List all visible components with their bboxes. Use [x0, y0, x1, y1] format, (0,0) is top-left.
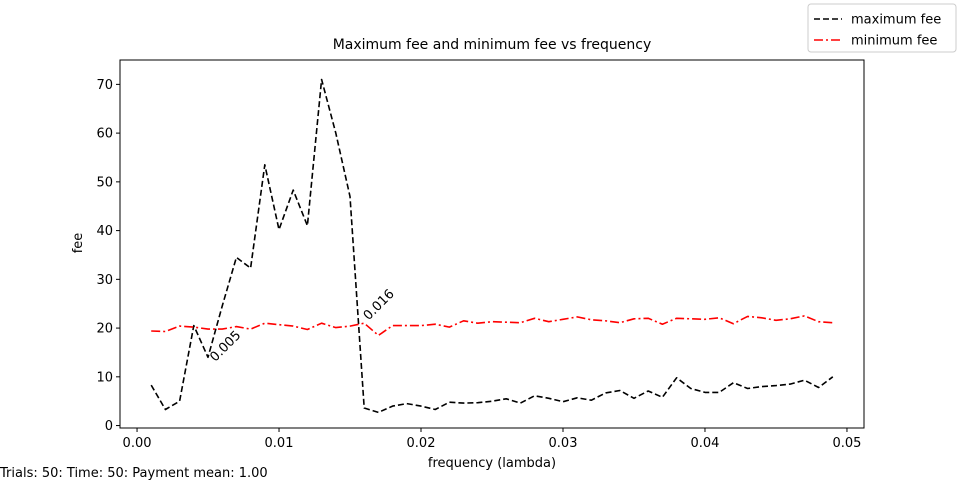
y-tick-label: 70 [96, 78, 113, 93]
x-tick-label: 0.05 [832, 436, 861, 451]
legend-label: minimum fee [851, 34, 937, 49]
axes-frame [119, 59, 865, 429]
legend: maximum fee minimum fee [807, 3, 957, 53]
x-tick-label: 0.01 [265, 436, 294, 451]
y-tick-label: 0 [105, 419, 113, 434]
x-tick-label: 0.00 [123, 436, 152, 451]
y-tick-label: 20 [96, 322, 113, 337]
x-tick-label: 0.03 [549, 436, 578, 451]
y-tick-label: 60 [96, 127, 113, 142]
y-axis-label: fee [71, 233, 86, 254]
chart-title: Maximum fee and minimum fee vs frequency [333, 37, 652, 53]
y-tick-label: 50 [96, 175, 113, 190]
series-line-maximum-fee [150, 78, 834, 414]
legend-box [807, 3, 957, 53]
x-tick-label: 0.02 [407, 436, 436, 451]
footnote: Trials: 50: Time: 50: Payment mean: 1.00 [0, 466, 268, 481]
y-tick-label: 30 [96, 273, 113, 288]
x-tick-label: 0.04 [691, 436, 720, 451]
y-tick-label: 40 [96, 224, 113, 239]
x-axis-label: frequency (lambda) [428, 456, 556, 471]
legend-label: maximum fee [851, 13, 941, 28]
y-tick-label: 10 [96, 370, 113, 385]
